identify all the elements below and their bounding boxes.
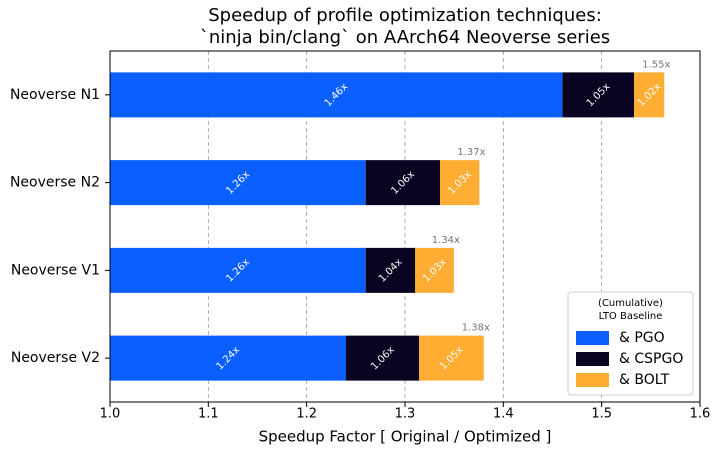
bar-segment: [365, 247, 416, 293]
total-label: 1.37x: [457, 147, 485, 158]
legend-label: & PGO: [619, 330, 665, 346]
x-tick-label: 1.4: [493, 407, 514, 422]
legend-title: (Cumulative): [598, 298, 663, 309]
total-label: 1.38x: [462, 323, 490, 334]
legend-swatch: [576, 352, 609, 366]
legend: (Cumulative) LTO Baseline & PGO & CSPGO & BO…: [567, 291, 694, 396]
total-label: 1.34x: [432, 235, 460, 246]
x-tick-label: 1.6: [690, 407, 711, 422]
chart-title: Speedup of profile optimization techniqu…: [208, 5, 602, 26]
x-tick-label: 1.3: [395, 407, 416, 422]
bar-segment: [440, 160, 480, 206]
bar-segment: [110, 247, 366, 293]
x-tick-label: 1.5: [591, 407, 612, 422]
bar-segment: [415, 247, 454, 293]
bar-segment: [562, 72, 635, 118]
legend-swatch: [576, 373, 609, 387]
x-axis-label: Speedup Factor [ Original / Optimized ]: [259, 428, 552, 446]
bar-segment: [365, 160, 441, 206]
bar-segment: [346, 335, 420, 381]
legend-label: & BOLT: [619, 372, 670, 388]
bar-segment: [419, 335, 484, 381]
legend-box: [567, 291, 694, 396]
x-tick-label: 1.2: [296, 407, 317, 422]
bar-segment: [110, 160, 366, 206]
total-label: 1.55x: [642, 59, 670, 70]
bar-segment: [634, 72, 665, 118]
legend-label: & CSPGO: [619, 351, 683, 367]
legend-title: LTO Baseline: [599, 311, 663, 322]
y-tick-label: Neoverse V1: [11, 262, 100, 278]
bar-segment: [110, 335, 346, 381]
x-tick-label: 1.1: [198, 407, 219, 422]
y-tick-label: Neoverse N2: [10, 175, 100, 191]
y-tick-label: Neoverse V2: [11, 350, 100, 366]
chart-title: `ninja bin/clang` on AArch64 Neoverse se…: [200, 27, 610, 48]
x-tick-label: 1.0: [100, 407, 121, 422]
y-tick-label: Neoverse N1: [10, 87, 100, 103]
bar-segment: [110, 72, 563, 118]
legend-swatch: [576, 331, 609, 345]
